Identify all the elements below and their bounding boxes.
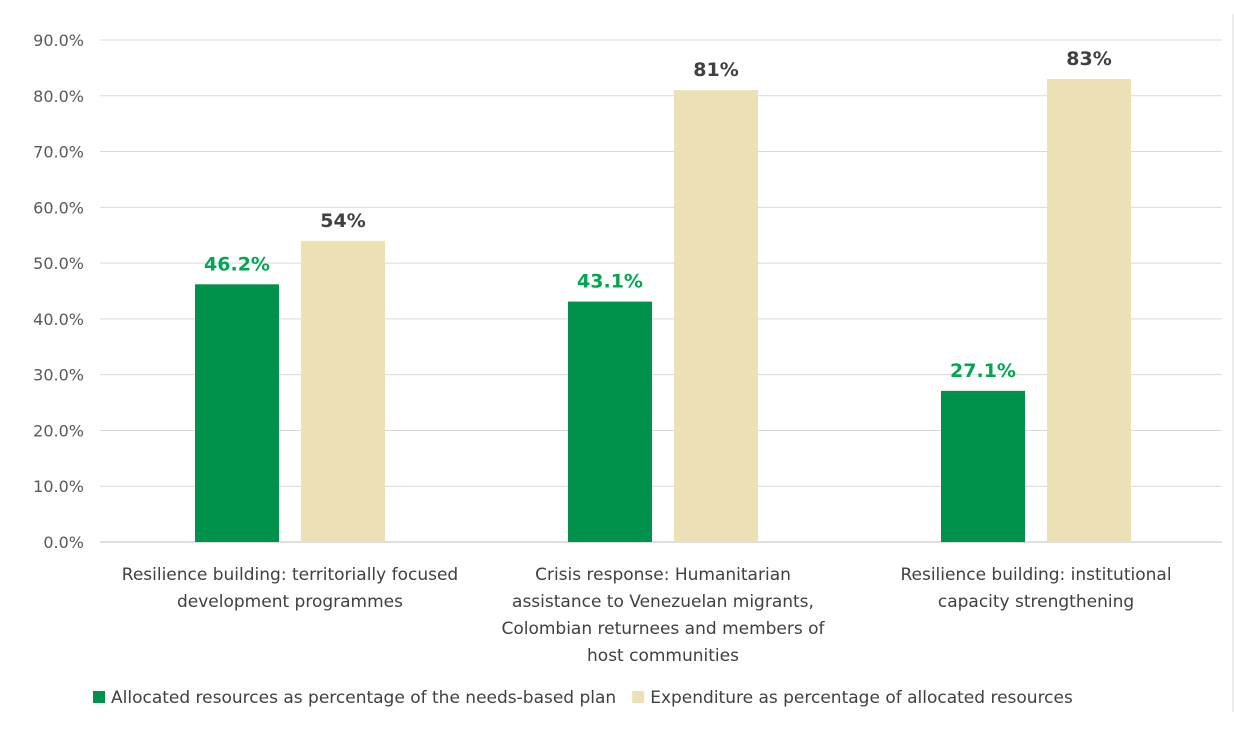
bar-series2-cat1 <box>301 240 385 543</box>
category-label-line: Colombian returnees and members of <box>501 619 825 639</box>
gridlines <box>100 39 1222 543</box>
y-tick-label: 30.0% <box>33 366 84 385</box>
y-tick-label: 90.0% <box>33 31 84 50</box>
y-tick-label: 80.0% <box>33 87 84 106</box>
data-label: 46.2% <box>204 253 270 275</box>
y-tick-label: 20.0% <box>33 421 84 440</box>
bars <box>195 79 1131 543</box>
category-label-line: development programmes <box>177 592 403 612</box>
data-label: 81% <box>693 59 738 81</box>
legend-swatch <box>93 691 105 703</box>
y-tick-label: 40.0% <box>33 310 84 329</box>
data-label: 27.1% <box>950 360 1016 382</box>
y-tick-label: 10.0% <box>33 477 84 496</box>
category-label-line: Crisis response: Humanitarian <box>535 565 791 585</box>
data-label: 54% <box>320 210 365 232</box>
legend-label: Allocated resources as percentage of the… <box>111 688 616 708</box>
bar-series1-cat2 <box>568 301 652 542</box>
y-tick-label: 60.0% <box>33 198 84 217</box>
category-label: Resilience building: institutional capaci… <box>900 565 1171 612</box>
y-axis-tick-labels: 0.0% 10.0% 20.0% 30.0% 40.0% 50.0% 60.0% 70.0% 8… <box>33 31 84 552</box>
bar-series2-cat2 <box>674 90 758 542</box>
category-label: Resilience building: territorially focus… <box>122 565 458 612</box>
category-labels: Resilience building: territorially focus… <box>122 565 1172 666</box>
legend: Allocated resources as percentage of the… <box>93 688 1073 708</box>
y-tick-label: 50.0% <box>33 254 84 273</box>
legend-swatch <box>632 691 645 703</box>
category-label-line: Resilience building: institutional <box>900 565 1171 585</box>
bar-series1-cat3 <box>941 390 1025 542</box>
category-label-line: Resilience building: territorially focus… <box>122 565 458 585</box>
data-label: 43.1% <box>577 271 643 293</box>
legend-label: Expenditure as percentage of allocated r… <box>650 688 1073 708</box>
bar-series2-cat3 <box>1047 79 1131 543</box>
data-labels: 46.2% 43.1% 27.1% 54% 81% 83% <box>204 48 1112 382</box>
data-label: 83% <box>1066 48 1111 70</box>
category-label-line: assistance to Venezuelan migrants, <box>512 592 814 612</box>
category-label-line: host communities <box>587 646 739 666</box>
y-tick-label: 0.0% <box>43 533 84 552</box>
bar-series1-cat1 <box>195 284 279 542</box>
category-label: Crisis response: Humanitarian assistance … <box>501 565 825 666</box>
category-label-line: capacity strengthening <box>938 592 1134 612</box>
y-tick-label: 70.0% <box>33 143 84 162</box>
